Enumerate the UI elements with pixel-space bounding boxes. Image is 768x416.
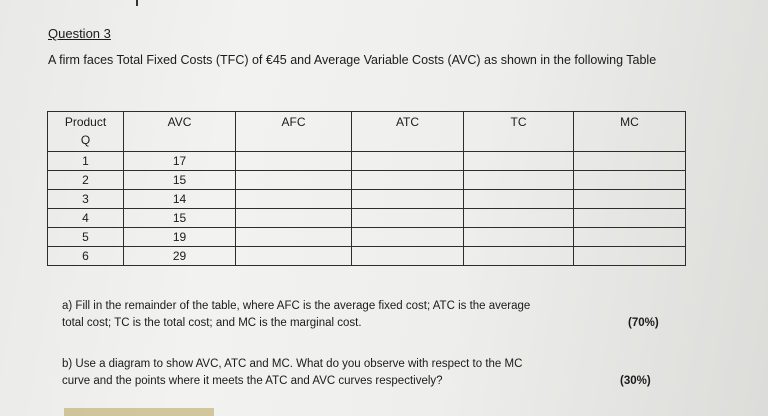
- cell-avc: 19: [123, 227, 236, 247]
- table-row: 3 14: [47, 189, 686, 209]
- table-row: 4 15: [47, 208, 686, 228]
- cell-avc: 17: [123, 151, 236, 171]
- cell-mc-empty: [573, 208, 686, 228]
- cell-afc-empty: [235, 170, 352, 190]
- cut-off-heading-strip: [64, 408, 214, 416]
- cell-afc-empty: [235, 246, 352, 266]
- cell-q: 4: [47, 208, 124, 228]
- header-product-label: Product: [64, 115, 107, 129]
- table-row: 5 19: [47, 227, 686, 247]
- part-b-weight: (30%): [620, 375, 651, 387]
- table-header-row: Product Q AVC AFC ATC TC MC: [47, 111, 686, 152]
- cell-q: 1: [47, 151, 124, 171]
- cell-afc-empty: [235, 227, 352, 247]
- cell-atc-empty: [351, 208, 464, 228]
- header-tc: TC: [463, 111, 574, 152]
- table-row: 2 15: [47, 170, 686, 190]
- part-a-line-2: total cost; TC is the total cost; and MC…: [62, 317, 362, 329]
- cell-avc: 15: [123, 170, 236, 190]
- page-edge-mark: [136, 0, 138, 6]
- part-a-line-1: a) Fill in the remainder of the table, w…: [62, 300, 531, 312]
- part-a-weight: (70%): [628, 317, 659, 329]
- cell-afc-empty: [235, 151, 352, 171]
- header-atc: ATC: [351, 111, 464, 152]
- cell-mc-empty: [573, 227, 686, 247]
- part-b: b) Use a diagram to show AVC, ATC and MC…: [62, 356, 674, 390]
- question-intro: A firm faces Total Fixed Costs (TFC) of …: [48, 53, 657, 67]
- table-row: 1 17: [47, 151, 686, 171]
- cell-tc-empty: [463, 208, 574, 228]
- cell-atc-empty: [351, 151, 464, 171]
- table-row: 6 29: [47, 246, 686, 266]
- cell-tc-empty: [463, 170, 574, 190]
- cell-tc-empty: [463, 151, 574, 171]
- header-avc: AVC: [123, 111, 236, 152]
- part-b-line-2: curve and the points where it meets the …: [62, 375, 443, 387]
- part-a: a) Fill in the remainder of the table, w…: [62, 298, 674, 332]
- cell-tc-empty: [463, 189, 574, 209]
- part-b-line-1: b) Use a diagram to show AVC, ATC and MC…: [62, 358, 523, 370]
- cell-avc: 15: [123, 208, 236, 228]
- question-title: Question 3: [48, 26, 111, 41]
- cell-mc-empty: [573, 189, 686, 209]
- cell-atc-empty: [351, 246, 464, 266]
- cell-tc-empty: [463, 227, 574, 247]
- header-afc: AFC: [235, 111, 352, 152]
- header-product: Product Q: [47, 111, 124, 152]
- cell-atc-empty: [351, 189, 464, 209]
- header-product-q: Q: [80, 133, 91, 147]
- cell-q: 6: [47, 246, 124, 266]
- cell-afc-empty: [235, 208, 352, 228]
- cell-mc-empty: [573, 246, 686, 266]
- cell-tc-empty: [463, 246, 574, 266]
- cell-q: 2: [47, 170, 124, 190]
- cell-q: 3: [47, 189, 124, 209]
- cell-q: 5: [47, 227, 124, 247]
- header-mc: MC: [573, 111, 686, 152]
- cell-afc-empty: [235, 189, 352, 209]
- cell-avc: 29: [123, 246, 236, 266]
- cell-atc-empty: [351, 170, 464, 190]
- cell-atc-empty: [351, 227, 464, 247]
- cell-mc-empty: [573, 170, 686, 190]
- cell-mc-empty: [573, 151, 686, 171]
- cost-table: Product Q AVC AFC ATC TC MC 1 17 2 15: [47, 111, 686, 266]
- cell-avc: 14: [123, 189, 236, 209]
